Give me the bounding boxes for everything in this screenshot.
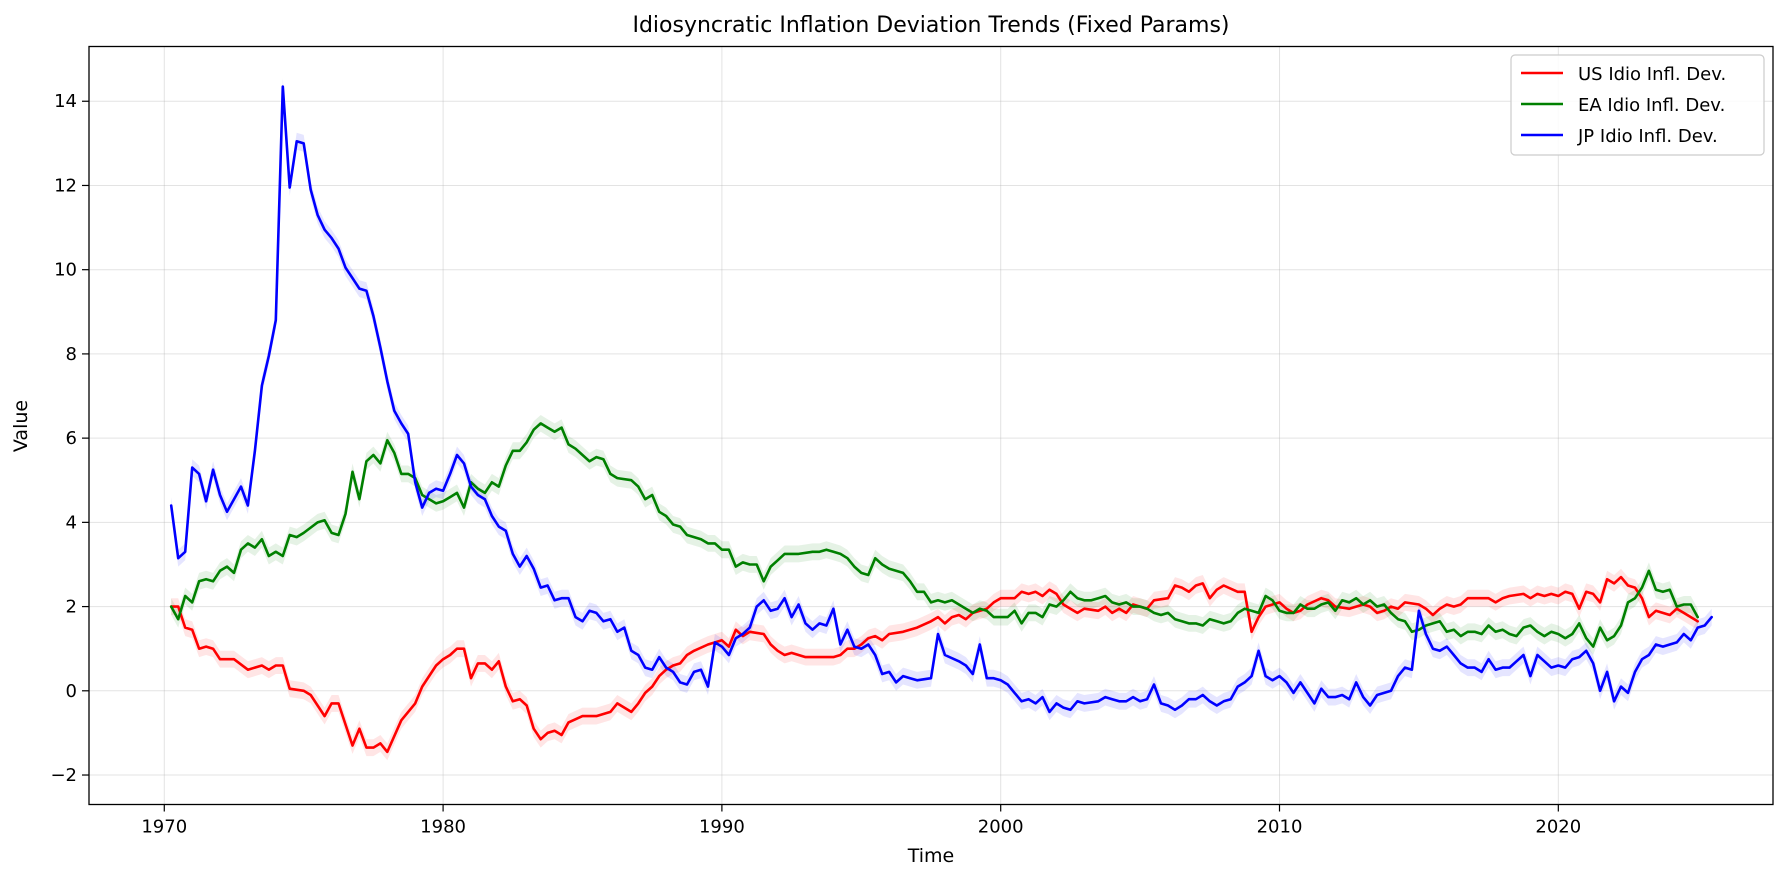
band-ea xyxy=(171,415,1698,655)
y-axis-label: Value xyxy=(10,400,32,452)
y-tick-label: 4 xyxy=(66,512,77,533)
x-tick-label: 1970 xyxy=(141,817,187,838)
y-tick-label: 0 xyxy=(66,681,77,702)
y-tick-label: 8 xyxy=(66,344,77,365)
x-axis-label: Time xyxy=(907,845,955,867)
legend-box xyxy=(1510,54,1765,156)
y-tick-label: 12 xyxy=(54,175,77,196)
y-tick-label: −2 xyxy=(50,765,77,786)
x-tick-label: 2010 xyxy=(1257,817,1303,838)
plot-area-frame xyxy=(88,45,1774,806)
x-tick-label: 2000 xyxy=(978,817,1024,838)
x-tick-label: 1990 xyxy=(699,817,745,838)
series-lines xyxy=(169,85,1713,754)
y-tick-label: 10 xyxy=(54,260,77,281)
legend-label-us: US Idio Infl. Dev. xyxy=(1578,64,1726,85)
series-line-us xyxy=(169,575,1699,754)
legend-label-jp: JP Idio Infl. Dev. xyxy=(1577,126,1718,147)
chart-title: Idiosyncratic Inflation Deviation Trends… xyxy=(632,13,1229,38)
series-line-jp xyxy=(169,85,1713,714)
legend: US Idio Infl. Dev. EA Idio Infl. Dev. JP… xyxy=(1510,54,1765,156)
y-tick-label: 6 xyxy=(66,428,77,449)
x-tick-label: 2020 xyxy=(1535,817,1581,838)
legend-label-ea: EA Idio Infl. Dev. xyxy=(1578,95,1725,116)
y-tick-label: 2 xyxy=(66,597,77,618)
x-tick-label: 1980 xyxy=(420,817,466,838)
axis-ticks: 1970 1980 1990 2000 2010 2020 −2 0 2 4 6 8 10 12 14 xyxy=(50,91,1581,837)
grid-layer xyxy=(89,46,1773,805)
y-tick-label: 14 xyxy=(54,91,77,112)
